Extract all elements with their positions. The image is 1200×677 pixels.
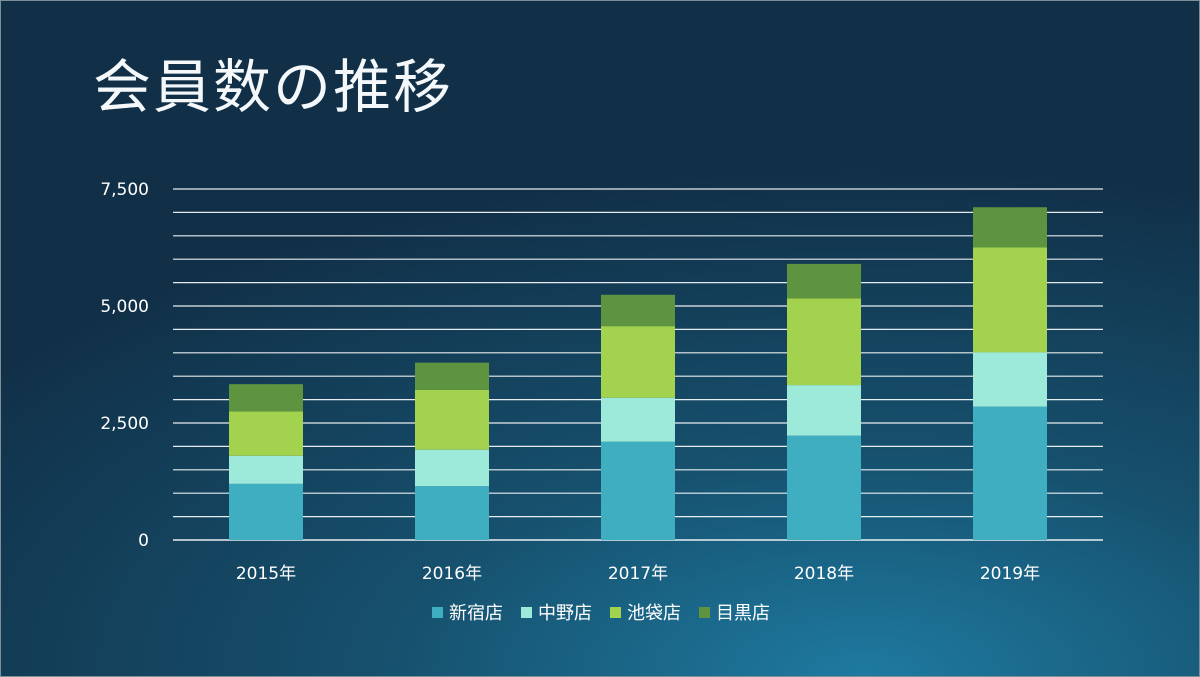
legend-label: 新宿店 [449,603,503,624]
bar-segment [415,449,489,487]
legend-item: 新宿店 [432,599,503,625]
bar-segment [973,207,1047,248]
legend-label: 中野店 [538,603,592,624]
y-tick-label: 7,500 [100,180,149,200]
bar-segment [787,385,861,436]
y-axis-tick-labels: 0 2,500 5,000 7,500 [100,180,149,551]
bar-segment [787,263,861,299]
legend-label: 池袋店 [627,603,681,624]
bar-segment [601,441,675,540]
x-axis-tick-labels: 2015年 2016年 2017年 2018年 2019年 [236,564,1040,584]
bar-segment [787,298,861,386]
bars [229,207,1047,540]
bar-segment [787,435,861,540]
x-tick-label: 2017年 [608,564,668,584]
y-tick-label: 2,500 [100,414,149,434]
legend-swatch [432,606,443,618]
x-tick-label: 2019年 [980,564,1040,584]
y-tick-label: 0 [138,531,149,551]
x-tick-label: 2015年 [236,564,296,584]
x-tick-label: 2018年 [794,564,854,584]
x-tick-label: 2016年 [422,564,482,584]
legend-label: 目黒店 [716,603,770,624]
bar-segment [229,483,303,540]
bar-segment [601,294,675,327]
bar-segment [415,362,489,390]
chart-legend: 新宿店 中野店 池袋店 目黒店 [1,599,1200,625]
bar-segment [415,486,489,540]
legend-item: 池袋店 [610,599,681,625]
legend-swatch [699,606,710,618]
slide-title: 会員数の推移 [93,53,454,121]
bar-segment [973,247,1047,353]
y-tick-label: 5,000 [100,297,149,317]
legend-item: 目黒店 [699,599,770,625]
bar-segment [229,411,303,456]
bar-segment [973,406,1047,540]
bar-segment [415,389,489,450]
bar-segment [229,384,303,412]
bar-segment [601,397,675,442]
bar-segment [601,326,675,398]
legend-swatch [610,606,621,618]
bar-segment [973,352,1047,407]
bar-segment [229,455,303,484]
legend-swatch [521,606,532,618]
legend-item: 中野店 [521,599,592,625]
